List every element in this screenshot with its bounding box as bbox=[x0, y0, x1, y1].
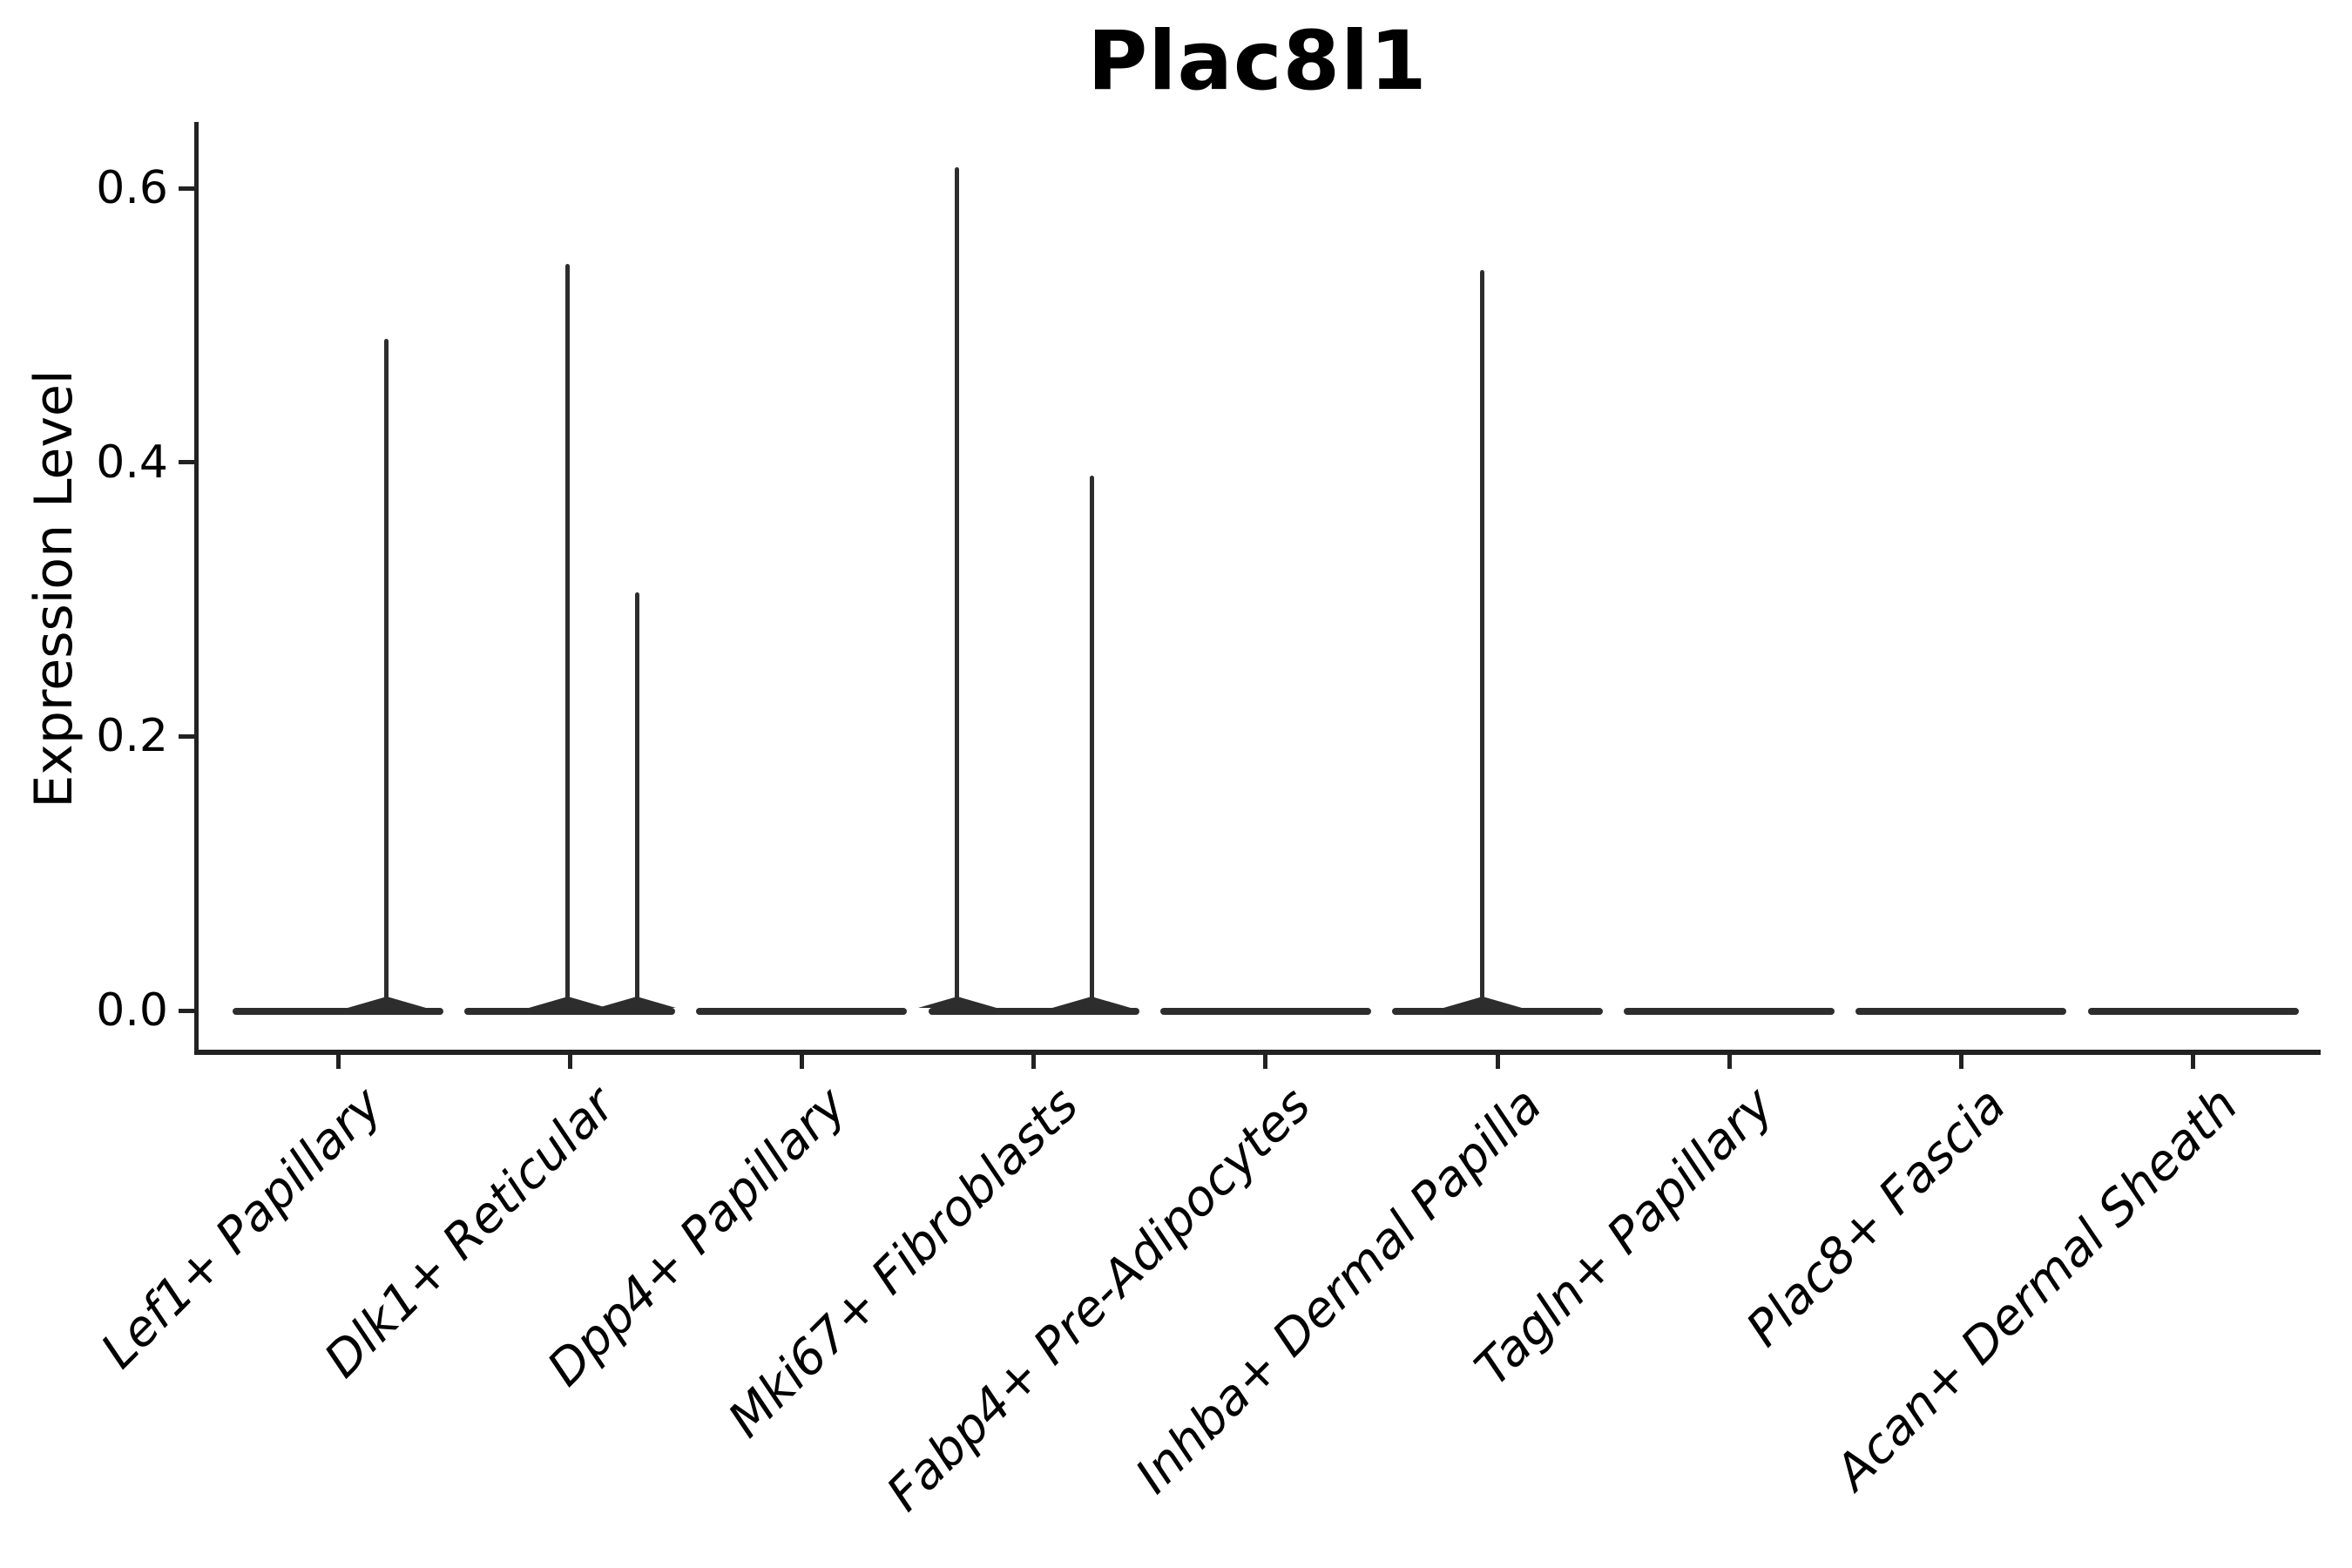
violin-baseline bbox=[2087, 1008, 2299, 1015]
violin-baseline bbox=[464, 1008, 676, 1015]
y-tick-label: 0.6 bbox=[96, 162, 168, 215]
violin-baseline bbox=[1624, 1008, 1835, 1015]
x-axis-tick bbox=[1495, 1055, 1500, 1069]
violin-spike bbox=[634, 592, 639, 1010]
violin-baseline bbox=[696, 1008, 908, 1015]
violin-spike bbox=[565, 263, 571, 1010]
y-axis-label: Expression Level bbox=[24, 369, 84, 808]
x-axis-tick bbox=[1727, 1055, 1732, 1069]
x-tick-label: Acan+ Dermal Sheath bbox=[1824, 1077, 2249, 1501]
chart-title: Plac8l1 bbox=[1087, 14, 1428, 109]
x-axis-tick bbox=[1031, 1055, 1037, 1069]
violin-spike bbox=[384, 339, 389, 1010]
y-tick-label: 0.0 bbox=[96, 984, 168, 1037]
x-axis-spine bbox=[194, 1050, 2321, 1055]
violin-spike bbox=[955, 167, 960, 1010]
violin-spike bbox=[1480, 270, 1485, 1010]
x-axis-tick bbox=[1958, 1055, 1963, 1069]
y-tick-label: 0.4 bbox=[96, 436, 168, 489]
x-axis-tick bbox=[335, 1055, 341, 1069]
x-axis-tick bbox=[567, 1055, 572, 1069]
y-axis-tick bbox=[179, 460, 194, 465]
x-tick-label: Inhba+ Dermal Papilla bbox=[1125, 1077, 1553, 1505]
x-axis-tick bbox=[2191, 1055, 2196, 1069]
violin-baseline bbox=[233, 1008, 443, 1015]
violin-spike bbox=[1089, 476, 1094, 1010]
y-axis-tick bbox=[179, 1008, 194, 1013]
violin-baseline bbox=[1159, 1008, 1371, 1015]
x-axis-tick bbox=[1263, 1055, 1268, 1069]
y-tick-label: 0.2 bbox=[96, 710, 168, 763]
x-tick-label: Fabp4+ Pre-Adipocytes bbox=[875, 1077, 1321, 1523]
y-axis-tick bbox=[179, 186, 194, 191]
y-axis-tick bbox=[179, 733, 194, 739]
violin-baseline bbox=[1392, 1008, 1603, 1015]
violin-baseline bbox=[928, 1008, 1139, 1015]
y-axis-spine bbox=[194, 122, 199, 1055]
x-axis-tick bbox=[799, 1055, 804, 1069]
violin-baseline bbox=[1855, 1008, 2067, 1015]
